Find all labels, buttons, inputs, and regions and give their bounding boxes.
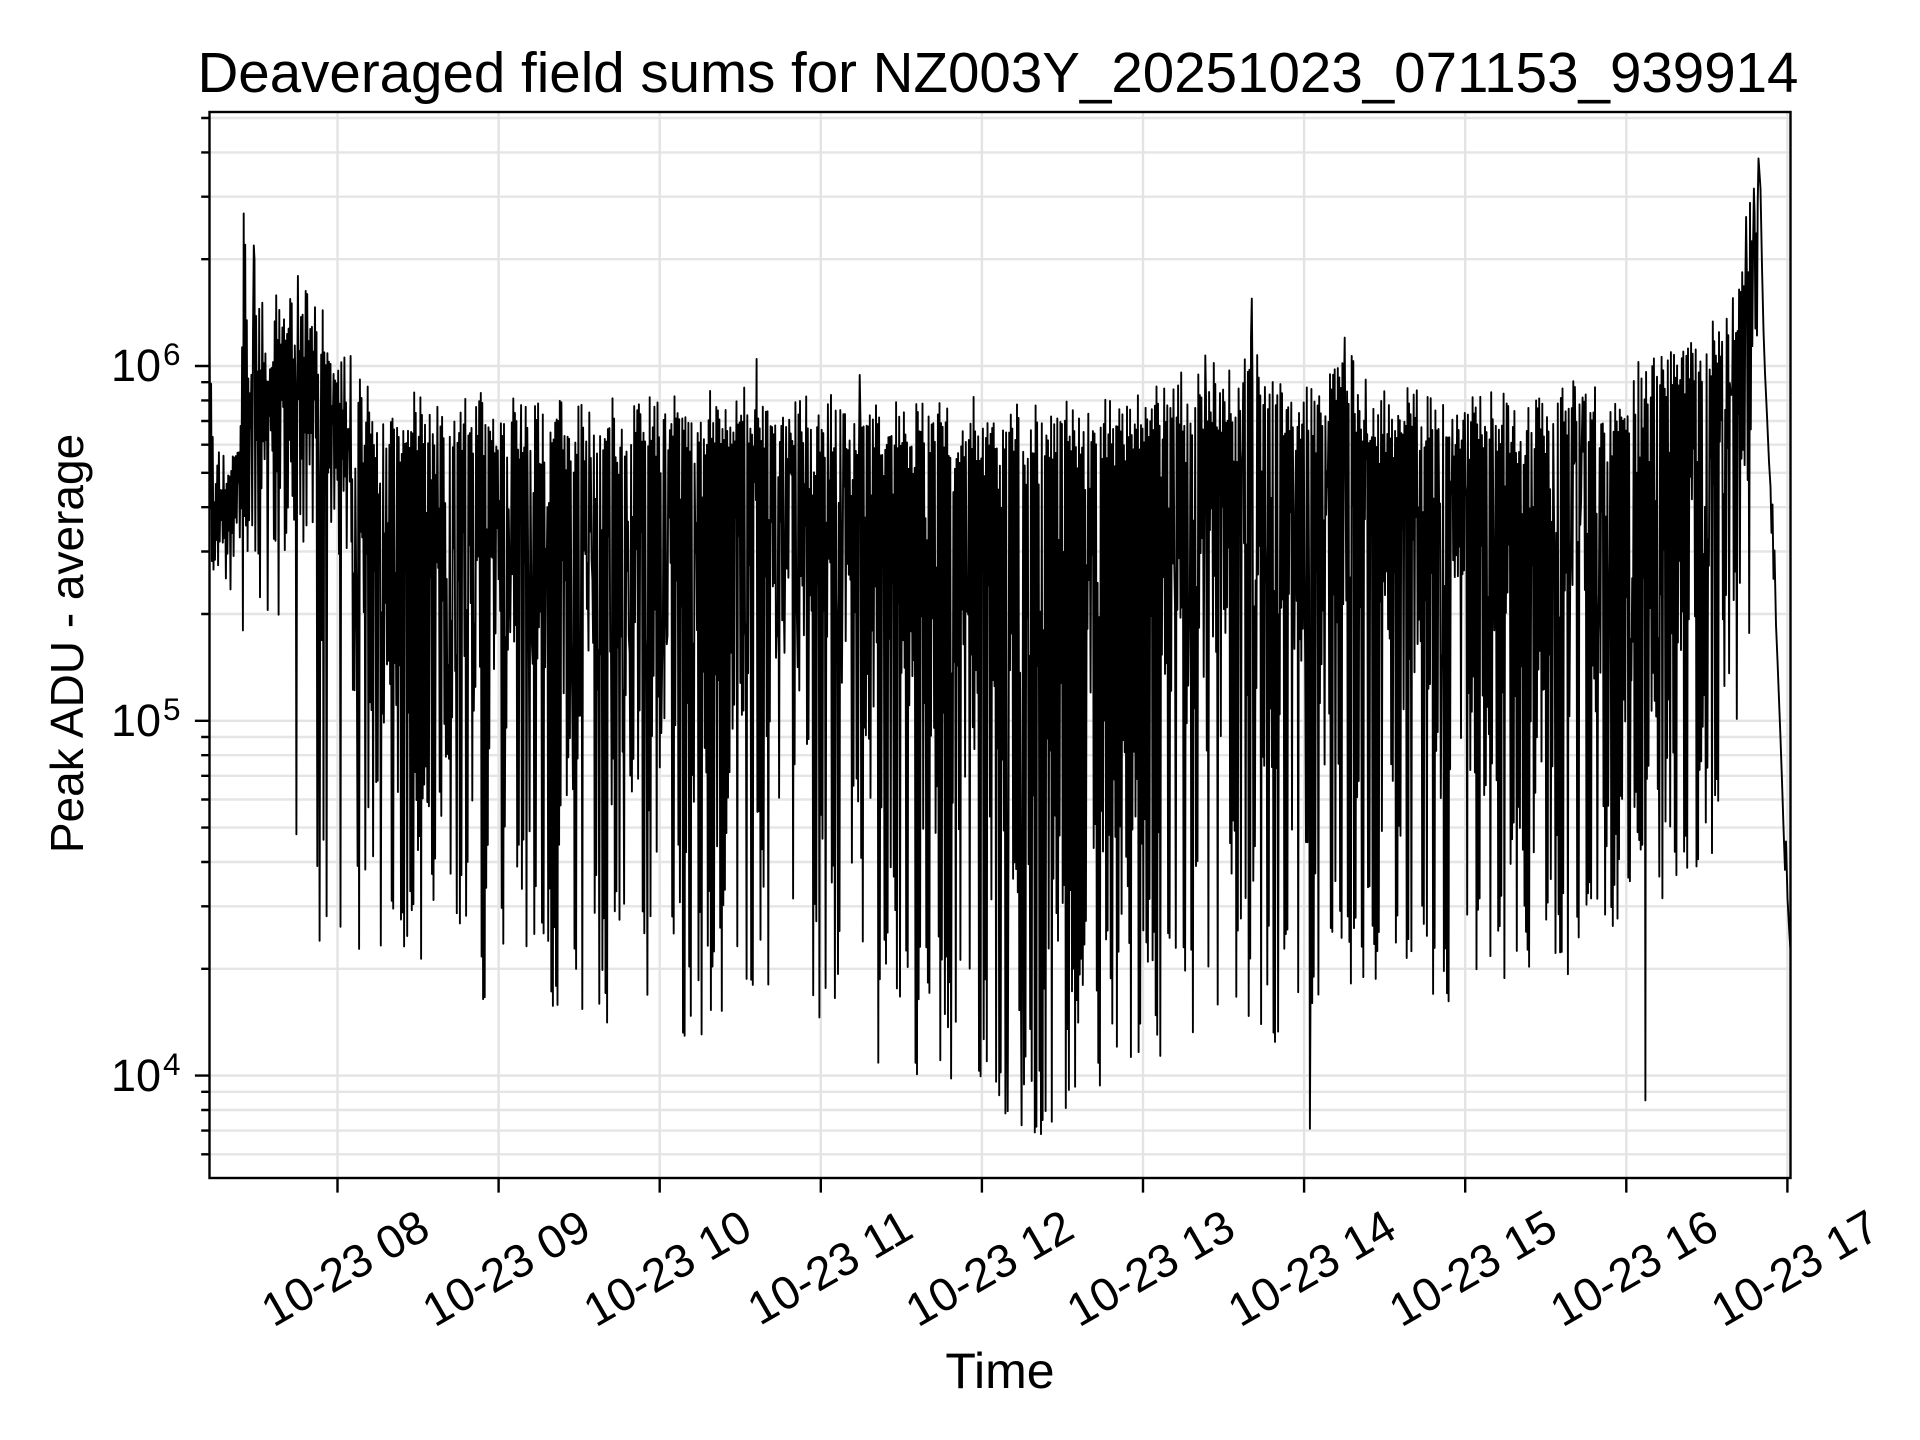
svg-text:10: 10 [111, 695, 161, 746]
svg-text:10: 10 [111, 340, 161, 391]
svg-text:5: 5 [163, 691, 181, 727]
svg-text:Deaveraged field sums for NZ00: Deaveraged field sums for NZ003Y_2025102… [198, 41, 1799, 104]
svg-text:Time: Time [945, 1343, 1054, 1399]
svg-text:Peak ADU - average: Peak ADU - average [41, 434, 93, 853]
svg-text:6: 6 [163, 336, 181, 372]
svg-text:10: 10 [111, 1050, 161, 1101]
svg-text:4: 4 [163, 1046, 181, 1082]
